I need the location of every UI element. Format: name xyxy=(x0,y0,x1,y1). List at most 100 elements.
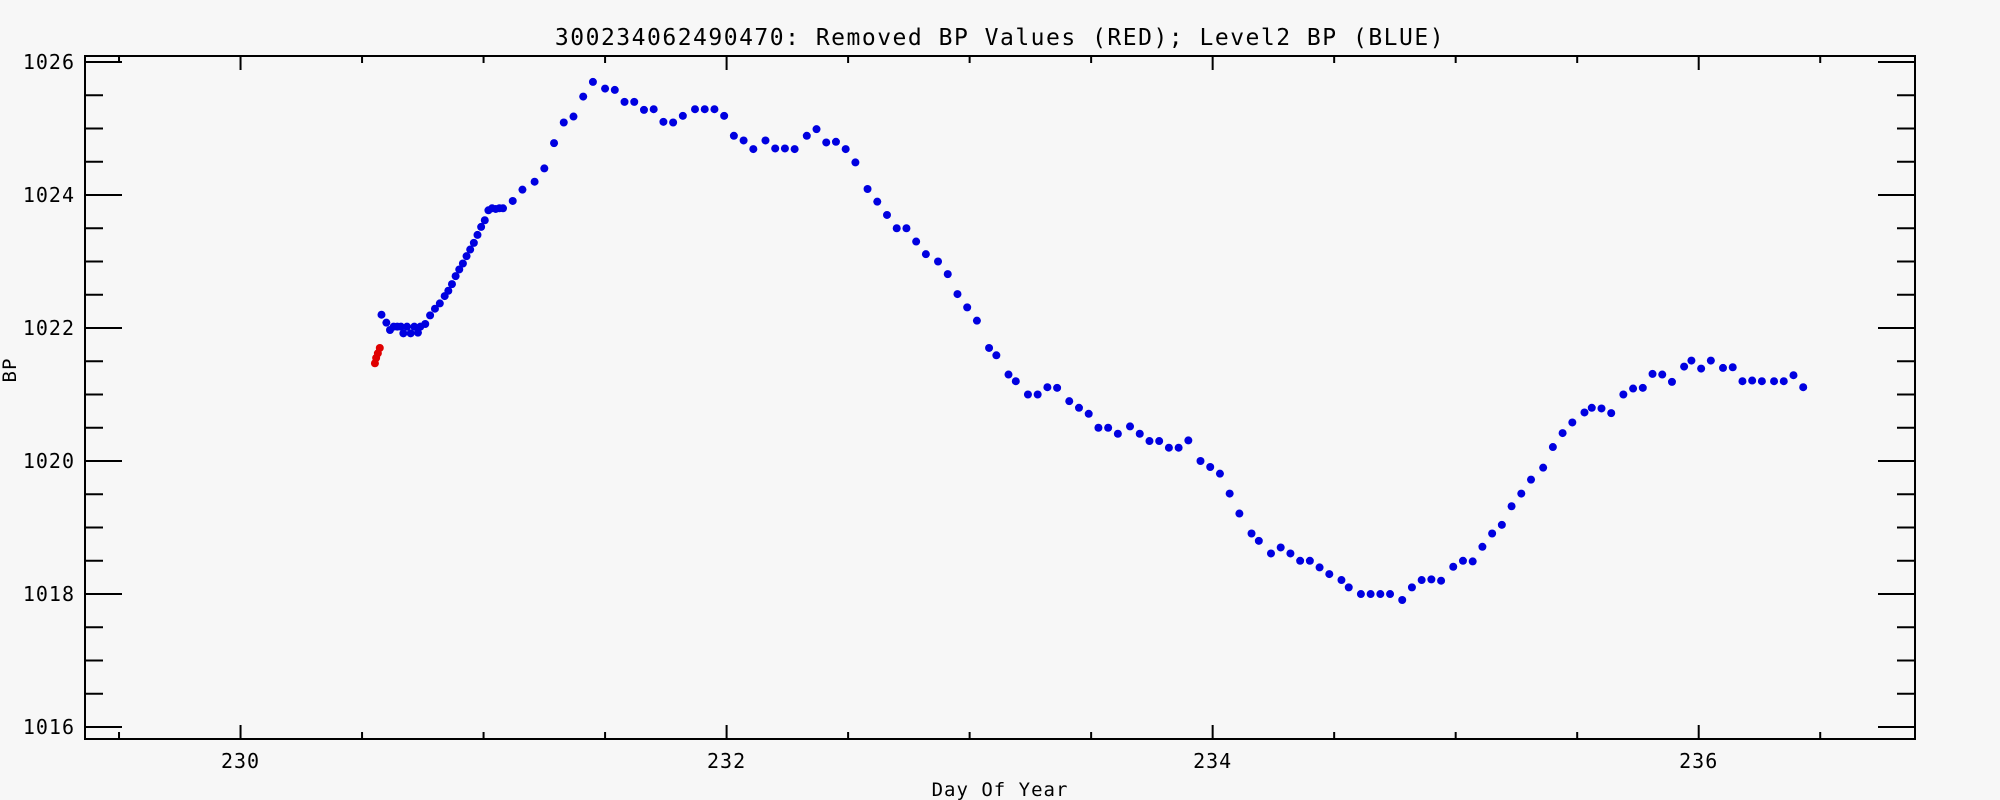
level2-bp-point xyxy=(1065,397,1074,406)
y-tick-label: 1018 xyxy=(23,582,75,606)
y-axis-title: BP xyxy=(0,358,21,383)
level2-bp-point xyxy=(1449,562,1458,571)
level2-bp-point xyxy=(1164,443,1173,452)
level2-bp-point xyxy=(1184,436,1193,445)
level2-bp-point xyxy=(822,138,831,147)
level2-bp-point xyxy=(396,322,405,331)
level2-bp-point xyxy=(458,259,467,268)
level2-bp-point xyxy=(610,85,619,94)
level2-bp-point xyxy=(1235,509,1244,518)
level2-bp-point xyxy=(678,111,687,120)
level2-bp-point xyxy=(1719,363,1728,372)
level2-bp-point xyxy=(1697,364,1706,373)
level2-bp-point xyxy=(579,92,588,101)
level2-bp-point xyxy=(1548,443,1557,452)
level2-bp-point xyxy=(863,185,872,194)
level2-bp-point xyxy=(902,224,911,233)
level2-bp-point xyxy=(1458,556,1467,565)
level2-bp-point xyxy=(1738,377,1747,386)
level2-bp-point xyxy=(466,245,475,254)
level2-bp-point xyxy=(771,144,780,153)
level2-bp-point xyxy=(1539,463,1548,472)
plot-box xyxy=(84,55,1916,740)
level2-bp-point xyxy=(1468,557,1477,566)
level2-bp-point xyxy=(1033,390,1042,399)
level2-bp-point xyxy=(1580,408,1589,417)
level2-bp-point xyxy=(1206,462,1215,471)
x-tick-label: 234 xyxy=(1193,749,1232,773)
level2-bp-point xyxy=(1748,376,1757,385)
level2-bp-point xyxy=(1558,429,1567,438)
level2-bp-point xyxy=(1104,423,1113,432)
level2-bp-point xyxy=(1337,576,1346,585)
level2-bp-point xyxy=(873,197,882,206)
level2-bp-point xyxy=(1770,377,1779,386)
level2-bp-point xyxy=(691,105,699,114)
level2-bp-point xyxy=(1757,377,1766,386)
removed-bp-values-point xyxy=(375,343,384,352)
level2-bp-point xyxy=(841,145,850,154)
level2-bp-point xyxy=(1398,596,1407,605)
level2-bp-point xyxy=(1607,409,1616,418)
level2-bp-point xyxy=(1648,369,1657,378)
level2-bp-point xyxy=(882,210,891,219)
level2-bp-point xyxy=(601,84,610,93)
level2-bp-point xyxy=(559,118,568,127)
level2-bp-point xyxy=(435,299,444,308)
x-tick-label: 236 xyxy=(1679,749,1718,773)
level2-bp-point xyxy=(912,237,921,246)
level2-bp-point xyxy=(620,97,629,106)
level2-bp-point xyxy=(1011,377,1020,386)
level2-bp-point xyxy=(406,329,415,338)
level2-bp-point xyxy=(399,329,408,338)
x-tick-label: 230 xyxy=(221,749,260,773)
level2-bp-point xyxy=(421,320,430,329)
level2-bp-point xyxy=(1215,469,1224,478)
level2-bp-point xyxy=(639,105,648,114)
level2-bp-point xyxy=(480,216,489,225)
level2-bp-point xyxy=(1386,590,1395,599)
level2-bp-point xyxy=(1629,384,1638,393)
level2-bp-point xyxy=(499,204,508,213)
level2-bp-point xyxy=(729,131,738,140)
x-axis-title: Day Of Year xyxy=(932,779,1069,800)
x-tick-label: 232 xyxy=(707,749,746,773)
level2-bp-point xyxy=(382,318,391,327)
level2-bp-point xyxy=(1507,502,1516,511)
level2-bp-point xyxy=(1789,371,1798,380)
level2-bp-point xyxy=(462,252,471,261)
level2-bp-point xyxy=(1799,383,1808,392)
level2-bp-point xyxy=(1023,390,1032,399)
level2-bp-point xyxy=(1366,590,1375,599)
level2-bp-point xyxy=(700,105,709,114)
y-tick-label: 1026 xyxy=(23,50,75,74)
level2-bp-point xyxy=(963,303,972,312)
level2-bp-point xyxy=(1527,475,1536,484)
level2-bp-point xyxy=(790,145,799,154)
level2-bp-point xyxy=(469,238,478,247)
level2-bp-point xyxy=(1004,370,1013,379)
level2-bp-point xyxy=(1680,362,1689,371)
level2-bp-point xyxy=(921,250,930,259)
level2-bp-point xyxy=(1376,590,1385,599)
y-tick-label: 1024 xyxy=(23,183,75,207)
level2-bp-point xyxy=(1667,377,1676,386)
level2-bp-point xyxy=(1488,529,1497,538)
level2-bp-point xyxy=(831,137,840,146)
level2-bp-point xyxy=(1427,575,1436,584)
level2-bp-point xyxy=(710,105,719,114)
level2-bp-point xyxy=(659,117,668,126)
level2-bp-point xyxy=(477,222,486,231)
level2-bp-point xyxy=(972,316,981,325)
level2-bp-point xyxy=(1568,418,1577,427)
level2-bp-point xyxy=(669,118,678,127)
level2-bp-point xyxy=(473,230,482,239)
axes: 230 232 234 236 1016 1018 1020 1022 1024 1026 xyxy=(23,50,1916,773)
level2-bp-point xyxy=(649,105,658,114)
level2-bp-point xyxy=(1053,383,1062,392)
level2-bp-point xyxy=(1276,543,1285,552)
level2-bp-point xyxy=(413,328,422,337)
level2-bp-point xyxy=(1113,429,1122,438)
level2-bp-point xyxy=(934,257,943,266)
level2-bp-point xyxy=(1407,583,1416,592)
